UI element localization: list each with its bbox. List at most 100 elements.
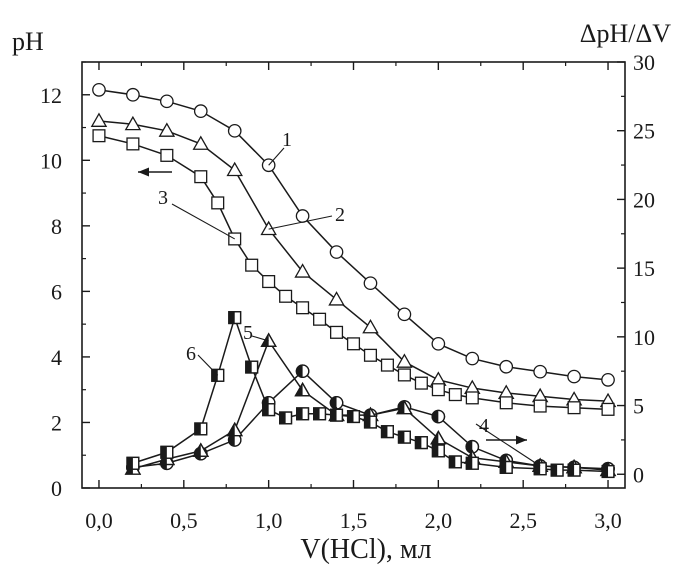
label-3-leader (171, 203, 235, 240)
series-3-point (245, 258, 259, 272)
series-1-point (465, 351, 480, 366)
left-axis-ticks: 0 2 4 6 8 10 12 (40, 61, 90, 501)
series-3-point (465, 391, 479, 405)
series-3-point (397, 368, 411, 382)
series-3-point (567, 401, 581, 415)
series-6-point-fill (466, 457, 473, 470)
series-3-point (262, 275, 276, 289)
series-1-point (533, 364, 548, 379)
series-2-point (328, 291, 345, 306)
series-1-point (329, 245, 344, 259)
series-6-point-fill (279, 412, 286, 424)
series-1-point (601, 373, 615, 387)
right-tick-label: 5 (633, 394, 644, 419)
series-5-point-outline (396, 399, 413, 415)
right-axis-title: ΔpH/ΔV (580, 19, 671, 48)
series-2-line (98, 120, 609, 402)
x-tick-label: 0,0 (85, 508, 113, 533)
series-2-point (396, 353, 413, 368)
series-6-point-outline (279, 411, 293, 425)
series-6-point-outline (211, 368, 225, 382)
label-4-leader (475, 423, 541, 467)
series-4-point-outline (431, 409, 446, 424)
label-6-leader (197, 354, 219, 376)
series-6 (126, 311, 615, 479)
left-axis-title: pH (12, 27, 44, 56)
label-2-leader (268, 215, 333, 230)
series-6-point-outline (601, 464, 615, 479)
series-6-point-outline (550, 463, 564, 477)
series-6-point-fill (432, 445, 439, 457)
series-1-point (295, 209, 310, 223)
series-6-point-outline (194, 422, 208, 436)
x-axis-title: V(HCl), мл (300, 534, 431, 565)
series-3-point (601, 402, 615, 416)
series-6-point-outline (380, 425, 394, 439)
series-1-point (126, 87, 140, 102)
series-6-point-fill (296, 407, 303, 420)
right-tick-label: 20 (633, 187, 655, 212)
series-3-point (194, 170, 208, 184)
series-2-point (294, 263, 311, 278)
right-axis-ticks: 0 5 10 15 20 25 30 (617, 50, 655, 487)
curve-label-4: 4 (479, 415, 489, 437)
series-3-point (431, 383, 445, 397)
series-6-point-outline (567, 463, 581, 477)
series-6-point-outline (465, 456, 479, 470)
series-6-point-fill (449, 456, 456, 468)
series-6-point-fill (534, 462, 541, 475)
series-2-point (226, 161, 243, 177)
series-6-point-fill (551, 464, 558, 477)
series-3-point (346, 337, 361, 351)
axis-arrow-head (138, 167, 149, 177)
series-6-point-outline (448, 455, 462, 469)
series-1-point (499, 359, 514, 374)
right-tick-label: 15 (633, 256, 655, 281)
series-6-point-outline (397, 430, 411, 444)
series-6-point-outline (346, 410, 361, 424)
series-1-line (98, 89, 609, 381)
series-6-point-outline (414, 436, 428, 450)
series-6-point-fill (602, 465, 609, 478)
series-3-point (126, 137, 140, 151)
series-6-point-fill (228, 311, 235, 324)
left-tick-label: 2 (51, 410, 62, 435)
series-3-point (279, 289, 293, 303)
series-6-point-fill (330, 409, 337, 422)
series-1-point (227, 123, 242, 138)
series-6-point-fill (364, 416, 371, 428)
x-tick-label: 0,5 (170, 508, 198, 533)
series-4-point-outline (295, 364, 310, 379)
label-1-leader (268, 147, 285, 166)
series-3-point (313, 312, 327, 326)
x-tick-label: 3,0 (594, 508, 622, 533)
series-6-point-outline (329, 408, 344, 422)
series-6-point-outline (160, 445, 174, 459)
x-axis-ticks: 0,0 0,5 1,0 1,5 2,0 2,5 3,0 (85, 62, 622, 533)
x-tick-label: 1,0 (255, 508, 283, 533)
series-3 (92, 129, 615, 416)
series-3-point (448, 388, 462, 402)
left-tick-label: 12 (40, 83, 62, 108)
series-3-point (329, 325, 344, 339)
series-3-point (533, 399, 547, 413)
series-1-point (92, 83, 106, 97)
left-tick-label: 4 (51, 345, 62, 370)
left-tick-label: 8 (51, 214, 62, 239)
series-1 (92, 83, 615, 387)
series-3-point (414, 376, 428, 390)
series-6-point-fill (211, 369, 218, 382)
series-1-point (397, 307, 412, 322)
series-2-point (158, 122, 176, 137)
left-tick-label: 0 (51, 476, 62, 501)
label-5-leader (251, 335, 269, 342)
series-3-point (499, 396, 513, 410)
series-6-point-fill (415, 436, 422, 449)
axis-arrow-head (516, 435, 527, 445)
series-1-point (567, 369, 581, 384)
series-6-point-fill (500, 461, 507, 474)
series-2-point (192, 135, 210, 150)
series-3-point (160, 148, 174, 162)
curve-label-6: 6 (186, 343, 196, 365)
